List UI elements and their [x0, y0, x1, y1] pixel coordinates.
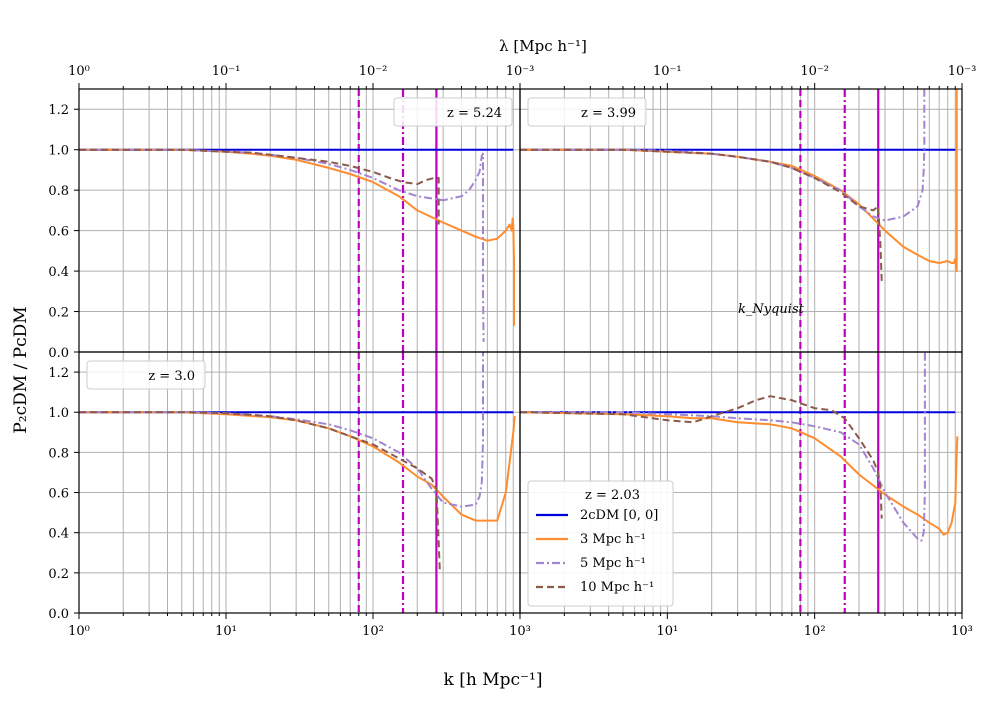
- legend-box: [527, 480, 674, 607]
- legend-entry-label: 2cDM [0, 0]: [580, 508, 658, 523]
- y-tick-label: 0.0: [48, 607, 69, 622]
- y-tick-label: 0.2: [48, 306, 69, 321]
- x-tick-label: 10²: [362, 624, 384, 639]
- series-line: [520, 352, 926, 542]
- top-x-tick-label: 10⁻²: [359, 64, 388, 79]
- frame-layer: [78, 88, 963, 614]
- x-tick-label: 10²: [804, 624, 826, 639]
- legend-entry-label: 3 Mpc h⁻¹: [580, 532, 646, 547]
- y-tick-label: 1.2: [48, 366, 69, 381]
- y-tick-label: 0.2: [48, 567, 69, 582]
- series-line: [79, 148, 515, 326]
- panel-frame: [519, 351, 963, 614]
- legend-title: z = 2.03: [585, 488, 640, 503]
- x-tick-label: 10³: [509, 624, 531, 639]
- y-tick-label: 0.8: [48, 184, 69, 199]
- y-tick-label: 0.0: [48, 346, 69, 361]
- redshift-box: [86, 360, 206, 390]
- redshift-box: [393, 97, 513, 127]
- top-x-tick-label: 10⁰: [68, 64, 90, 79]
- redshift-box: [527, 97, 647, 127]
- redshift-label: z = 5.24: [447, 106, 502, 121]
- y-tick-label: 1.2: [48, 103, 69, 118]
- series-line: [79, 148, 485, 342]
- legend-entry-label: 5 Mpc h⁻¹: [580, 556, 646, 571]
- x-axis-label: k [h Mpc⁻¹]: [444, 670, 543, 690]
- panel-frame: [78, 88, 521, 353]
- x-tick-label: 10¹: [215, 624, 237, 639]
- top-x-axis-label: λ [Mpc h⁻¹]: [499, 37, 587, 55]
- y-tick-label: 1.0: [48, 144, 69, 159]
- x-tick-label: 10⁰: [68, 624, 90, 639]
- y-tick-label: 0.4: [48, 527, 69, 542]
- series-line: [519, 395, 883, 519]
- legend-layer: z = 5.24 z = 3.99 z = 3.0 z = 2.03 2cDM [0, …: [86, 97, 674, 607]
- top-x-tick-label: 10⁻³: [948, 64, 977, 79]
- x-tick-label: 10³: [951, 624, 973, 639]
- series-line: [79, 411, 516, 522]
- x-tick-label: 10¹: [656, 624, 678, 639]
- panel-frame: [78, 351, 521, 614]
- tick-layer: 10⁰ 10¹ 10² 10³ 10¹ 10² 10³ 10⁰ 10⁻¹ 10⁻² 10⁻³ 10⁻¹…: [48, 64, 976, 639]
- y-tick-label: 0.6: [48, 225, 69, 240]
- top-x-tick-label: 10⁻¹: [653, 64, 682, 79]
- series-line: [79, 148, 440, 225]
- top-x-tick-label: 10⁻²: [800, 64, 829, 79]
- legend-entry-label: 10 Mpc h⁻¹: [580, 580, 654, 595]
- top-x-tick-label: 10⁻³: [506, 64, 535, 79]
- grid-layer: [78, 89, 962, 614]
- redshift-label: z = 3.0: [148, 369, 195, 384]
- top-x-tick-label: 10⁻¹: [212, 64, 241, 79]
- y-tick-label: 0.6: [48, 487, 69, 502]
- y-tick-label: 0.4: [48, 265, 69, 280]
- knyquist-label: k_Nyquist: [738, 302, 805, 317]
- y-tick-label: 1.0: [48, 406, 69, 421]
- vline-layer: [357, 89, 880, 613]
- series-layer: [79, 89, 959, 573]
- series-line: [79, 352, 484, 508]
- series-line: [520, 89, 926, 222]
- series-line: [79, 411, 441, 573]
- y-tick-label: 0.8: [48, 446, 69, 461]
- series-line: [519, 411, 959, 536]
- y-axis-label: P₂cDM / PᴄDM: [11, 306, 31, 433]
- series-line: [520, 148, 883, 282]
- redshift-label: z = 3.99: [581, 106, 636, 121]
